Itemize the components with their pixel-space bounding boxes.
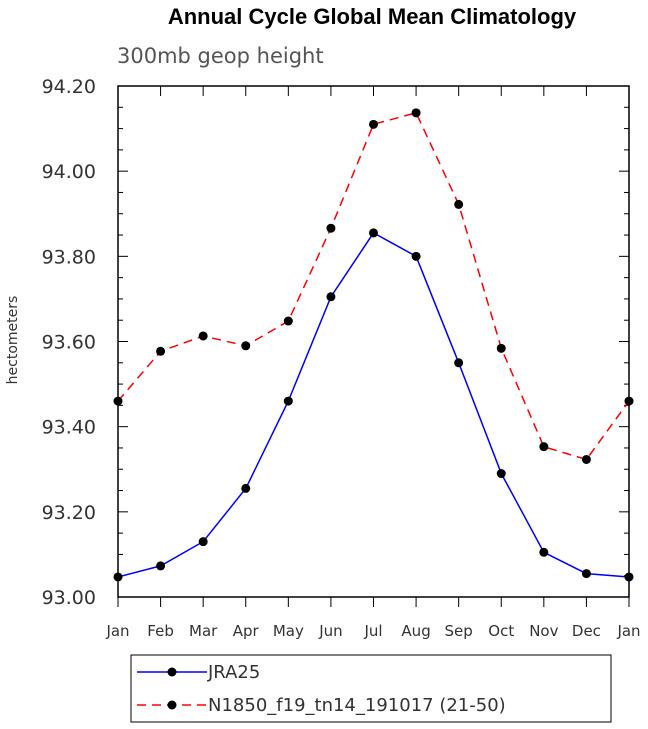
data-point: [411, 251, 421, 261]
legend-marker-n1850: [167, 700, 177, 710]
data-point: [198, 537, 208, 547]
data-point: [113, 396, 123, 406]
plot-frame: [117, 85, 630, 598]
data-point: [369, 228, 378, 238]
legend-marker-jra25: [167, 667, 177, 677]
x-tick-label: Jan: [616, 622, 640, 640]
x-tick-label: Sep: [445, 622, 473, 640]
x-tick-label: May: [273, 622, 304, 640]
data-point: [326, 223, 336, 233]
legend-box: [130, 654, 612, 723]
data-point: [539, 442, 549, 452]
x-tick-label: Mar: [189, 622, 218, 640]
y-tick-label: 93.00: [42, 587, 96, 609]
chart-title: Annual Cycle Global Mean Climatology: [168, 4, 577, 29]
legend: JRA25 N1850_f19_tn14_191017 (21-50): [130, 654, 612, 723]
series-line-0: [117, 231, 630, 578]
y-axis-label: hectometers: [5, 296, 21, 385]
series-layer: [113, 108, 634, 582]
x-tick-label: Dec: [572, 622, 601, 640]
data-point: [156, 346, 166, 356]
data-point: [454, 199, 464, 209]
x-tick-label: Jul: [363, 622, 382, 640]
y-tick-label: 94.20: [42, 76, 96, 98]
data-point: [113, 572, 123, 582]
y-tick-label: 93.20: [42, 502, 96, 524]
x-tick-labels: Jan Feb Mar Apr May Jun Jul Aug Sep Oct Nov Dec Jan: [105, 622, 640, 640]
series-line-1: [117, 111, 630, 461]
x-tick-label: Oct: [488, 622, 514, 640]
x-tick-label: Feb: [147, 622, 174, 640]
data-point: [496, 343, 506, 353]
data-point: [411, 108, 421, 118]
y-tick-label: 93.60: [42, 332, 96, 354]
data-point: [241, 341, 251, 351]
x-tick-label: Jun: [318, 622, 342, 640]
x-tick-label: Aug: [401, 622, 430, 640]
data-point: [581, 569, 591, 579]
data-point: [539, 547, 549, 557]
y-tick-label: 93.80: [42, 246, 96, 268]
y-tick-label: 94.00: [42, 161, 96, 183]
data-point: [283, 316, 293, 326]
y-tick-labels: 93.00 93.20 93.40 93.60 93.80 94.00 94.20: [42, 76, 96, 609]
legend-label-n1850: N1850_f19_tn14_191017 (21-50): [208, 695, 506, 716]
chart-subtitle: 300mb geop height: [117, 44, 324, 68]
data-point: [283, 396, 293, 406]
data-point: [198, 331, 208, 341]
data-point: [624, 572, 634, 582]
data-point: [581, 454, 591, 464]
data-point: [241, 483, 251, 493]
x-tick-label: Nov: [529, 622, 558, 640]
data-point: [156, 561, 166, 571]
legend-label-jra25: JRA25: [207, 662, 260, 683]
data-point: [369, 119, 378, 129]
data-point: [496, 469, 506, 479]
data-point: [454, 358, 464, 368]
data-point: [326, 292, 336, 302]
y-tick-label: 93.40: [42, 417, 96, 439]
x-tick-label: Jan: [105, 622, 129, 640]
tick-marks: [117, 85, 630, 607]
data-point: [624, 396, 634, 406]
x-tick-label: Apr: [233, 622, 260, 640]
